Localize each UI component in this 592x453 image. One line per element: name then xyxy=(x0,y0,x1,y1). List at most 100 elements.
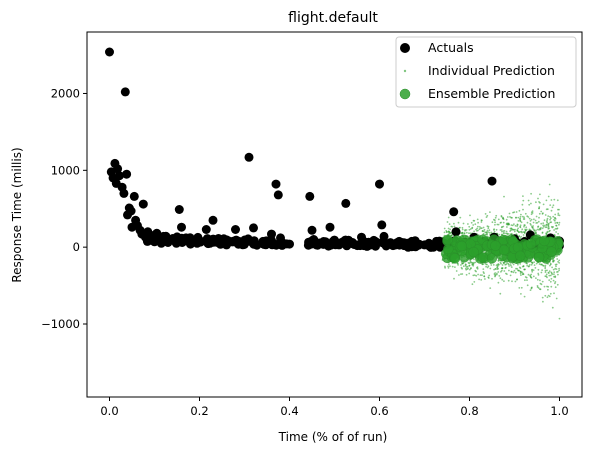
individual-prediction-point xyxy=(486,229,489,232)
individual-prediction-point xyxy=(527,199,530,202)
individual-prediction-point xyxy=(487,231,489,233)
individual-prediction-point xyxy=(530,287,533,289)
individual-prediction-point xyxy=(546,219,548,222)
individual-prediction-point xyxy=(544,267,547,270)
actuals-point xyxy=(378,237,388,247)
individual-prediction-point xyxy=(558,269,560,272)
x-tick-label: 0.2 xyxy=(190,404,208,418)
individual-prediction-point xyxy=(548,230,550,233)
individual-prediction-point xyxy=(443,231,446,234)
actuals-point xyxy=(371,239,381,248)
individual-prediction-point xyxy=(497,218,500,221)
individual-prediction-point xyxy=(508,212,511,215)
individual-prediction-point xyxy=(483,228,486,231)
individual-prediction-point xyxy=(515,267,517,270)
ensemble-prediction-point xyxy=(498,244,510,256)
individual-prediction-point xyxy=(495,228,498,231)
individual-prediction-point xyxy=(550,285,553,288)
individual-prediction-point xyxy=(520,235,522,238)
individual-prediction-point xyxy=(538,216,540,219)
individual-prediction-point xyxy=(548,274,551,277)
individual-prediction-point xyxy=(541,227,544,230)
actuals-point xyxy=(119,188,129,198)
individual-prediction-point xyxy=(551,266,553,269)
individual-prediction-point xyxy=(557,260,559,263)
individual-prediction-point xyxy=(502,218,505,221)
ensemble-prediction-point xyxy=(456,240,467,252)
individual-prediction-point xyxy=(507,222,510,225)
individual-prediction-point xyxy=(555,224,557,227)
individual-prediction-point xyxy=(556,258,559,260)
individual-prediction-point xyxy=(447,265,449,268)
actuals-point xyxy=(267,240,277,250)
individual-prediction-point xyxy=(469,214,471,217)
individual-prediction-point xyxy=(549,263,552,266)
individual-prediction-point xyxy=(543,285,546,288)
individual-prediction-point xyxy=(474,269,477,272)
individual-prediction-point xyxy=(447,216,450,219)
individual-prediction-point xyxy=(519,217,521,220)
individual-prediction-point xyxy=(553,229,555,231)
individual-prediction-point xyxy=(556,199,559,202)
actuals-point xyxy=(234,236,244,246)
individual-prediction-point xyxy=(510,224,513,227)
individual-prediction-point xyxy=(527,265,530,268)
individual-prediction-point xyxy=(519,215,522,218)
individual-prediction-point xyxy=(520,221,523,224)
individual-prediction-point xyxy=(528,264,531,266)
actuals-point xyxy=(201,225,211,234)
individual-prediction-point xyxy=(526,279,528,281)
individual-prediction-point xyxy=(520,274,522,276)
individual-prediction-point xyxy=(531,210,534,213)
individual-prediction-point xyxy=(525,228,528,231)
individual-prediction-point xyxy=(501,264,504,266)
individual-prediction-point xyxy=(532,269,535,271)
individual-prediction-point xyxy=(542,224,544,227)
individual-prediction-point xyxy=(505,230,508,233)
individual-prediction-point xyxy=(461,273,464,275)
individual-prediction-point xyxy=(516,225,518,228)
individual-prediction-point xyxy=(555,265,557,268)
y-axis-label: Response Time (millis) xyxy=(10,147,24,282)
individual-prediction-point xyxy=(509,230,511,233)
individual-prediction-point xyxy=(554,276,557,279)
individual-prediction-point xyxy=(522,218,525,220)
individual-prediction-point xyxy=(489,267,492,270)
individual-prediction-point xyxy=(554,267,557,270)
individual-prediction-point xyxy=(475,274,478,277)
individual-prediction-point xyxy=(499,229,502,231)
individual-prediction-point xyxy=(472,224,475,226)
individual-prediction-point xyxy=(484,231,487,234)
individual-prediction-point xyxy=(543,224,546,227)
y-tick-label: −1000 xyxy=(41,317,80,331)
individual-prediction-point xyxy=(526,264,529,267)
individual-prediction-point xyxy=(461,226,464,229)
individual-prediction-point xyxy=(558,267,560,270)
individual-prediction-point xyxy=(518,287,521,289)
individual-prediction-point xyxy=(497,281,500,284)
actuals-point xyxy=(205,238,215,248)
individual-prediction-point xyxy=(488,229,491,232)
individual-prediction-point xyxy=(542,300,544,303)
individual-prediction-point xyxy=(474,223,477,226)
individual-prediction-point xyxy=(555,231,557,233)
individual-prediction-point xyxy=(454,266,456,268)
individual-prediction-point xyxy=(505,223,508,225)
individual-prediction-point xyxy=(511,216,513,219)
individual-prediction-point xyxy=(495,273,498,276)
individual-prediction-point xyxy=(546,221,549,224)
individual-prediction-point xyxy=(533,261,535,264)
individual-prediction-point xyxy=(453,225,456,228)
individual-prediction-point xyxy=(482,268,485,270)
individual-prediction-point xyxy=(503,270,506,272)
individual-prediction-point xyxy=(552,215,555,218)
individual-prediction-point xyxy=(508,265,510,267)
individual-prediction-point xyxy=(468,232,470,235)
individual-prediction-point xyxy=(445,229,448,232)
individual-prediction-point xyxy=(556,283,559,286)
individual-prediction-point xyxy=(522,272,524,275)
individual-prediction-point xyxy=(449,265,451,268)
individual-prediction-point xyxy=(534,219,537,222)
individual-prediction-point xyxy=(473,274,476,276)
individual-prediction-point xyxy=(472,274,475,277)
